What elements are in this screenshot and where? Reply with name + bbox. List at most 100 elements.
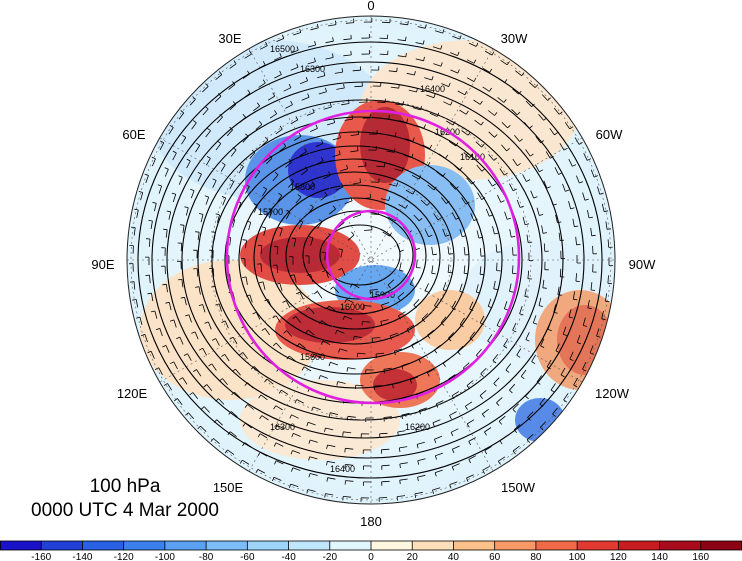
- wind-barb-flag: [543, 117, 547, 121]
- wind-barb: [295, 316, 302, 323]
- wind-barb: [332, 153, 341, 158]
- wind-barb: [488, 154, 495, 161]
- wind-barb-flag: [401, 414, 403, 419]
- wind-barb-flag: [423, 124, 426, 129]
- wind-barb: [354, 335, 363, 338]
- wind-barb: [355, 384, 364, 387]
- wind-barb: [307, 207, 314, 214]
- wind-barb: [575, 273, 577, 282]
- wind-barb: [285, 211, 291, 220]
- wind-barb: [276, 38, 284, 42]
- wind-barb-flag: [512, 188, 517, 192]
- wind-barb-flag: [262, 79, 266, 84]
- wind-barb: [541, 94, 548, 101]
- wind-barb-flag: [393, 148, 396, 153]
- colorbar-tick-label: -140: [72, 552, 92, 561]
- wind-barb-flag: [338, 248, 343, 251]
- wind-barb-flag: [546, 366, 551, 370]
- wind-barb: [260, 394, 268, 401]
- wind-barb: [289, 355, 296, 362]
- wind-barb: [450, 428, 459, 433]
- wind-barb-flag: [459, 324, 464, 328]
- wind-barb: [354, 85, 363, 88]
- wind-barb: [433, 213, 439, 221]
- wind-barb-flag: [239, 352, 244, 356]
- wind-barb-flag: [333, 118, 336, 123]
- wind-barb: [377, 101, 386, 103]
- wind-barb-flag: [278, 192, 283, 196]
- wind-barb: [310, 237, 314, 246]
- wind-barb: [553, 107, 560, 115]
- wind-barb-flag: [286, 355, 290, 360]
- wind-barb: [410, 376, 419, 381]
- wind-barb: [275, 442, 284, 447]
- wind-barb: [254, 171, 261, 179]
- wind-barb: [520, 369, 527, 377]
- wind-barb: [173, 361, 178, 370]
- wind-barb-flag: [305, 307, 310, 311]
- wind-barb: [525, 332, 530, 340]
- wind-barb: [344, 315, 353, 320]
- wind-barb-flag: [459, 35, 462, 40]
- wind-barb: [419, 407, 427, 411]
- wind-barb-flag: [304, 148, 307, 152]
- wind-barb: [327, 460, 336, 464]
- wind-barb: [308, 184, 315, 191]
- wind-barb: [380, 198, 389, 201]
- wind-barb-flag: [344, 299, 347, 303]
- wind-barb-flag: [207, 127, 211, 132]
- wind-barb: [496, 397, 503, 404]
- wind-barb-flag: [289, 483, 292, 489]
- wind-barb-flag: [183, 353, 188, 356]
- wind-barb: [205, 130, 211, 138]
- wind-barb: [345, 480, 354, 482]
- wind-barb: [287, 181, 294, 188]
- wind-barb: [550, 197, 554, 206]
- wind-barb-flag: [195, 231, 200, 233]
- wind-barb-flag: [552, 203, 557, 206]
- wind-barb-flag: [152, 202, 157, 204]
- wind-barb: [328, 305, 336, 312]
- wind-barb-flag: [491, 51, 495, 56]
- wind-barb: [173, 319, 177, 328]
- wind-barb: [293, 433, 301, 437]
- wind-barb: [202, 86, 209, 93]
- wind-barb-flag: [310, 204, 314, 208]
- wind-barb-flag: [192, 369, 197, 373]
- lon-label-180: 180: [360, 514, 382, 529]
- wind-barb: [401, 362, 410, 367]
- wind-barb: [498, 456, 506, 462]
- wind-barb-flag: [455, 217, 460, 220]
- wind-barb-flag: [540, 140, 544, 144]
- wind-barb-flag: [346, 367, 349, 372]
- wind-barb: [450, 52, 458, 56]
- wind-barb-flag: [517, 163, 521, 167]
- wind-barb-flag: [509, 389, 513, 394]
- colorbar-swatch: [535, 541, 578, 550]
- wind-barb: [218, 303, 222, 312]
- wind-barb: [325, 427, 334, 431]
- wind-barb: [328, 24, 337, 27]
- wind-barb: [231, 411, 238, 418]
- wind-barb: [397, 292, 405, 298]
- wind-barb: [274, 56, 282, 61]
- wind-barb-flag: [518, 90, 522, 95]
- wind-barb: [238, 166, 244, 174]
- wind-barb: [261, 139, 269, 146]
- colorbar-swatch: [288, 541, 331, 550]
- wind-barb-flag: [387, 284, 391, 289]
- wind-barb: [312, 406, 321, 411]
- wind-barb-flag: [292, 316, 296, 320]
- wind-barb-flag: [288, 83, 292, 88]
- wind-barb: [484, 50, 493, 56]
- wind-barb: [229, 181, 235, 189]
- wind-barb: [308, 307, 315, 314]
- wind-barb: [381, 464, 390, 467]
- wind-barb: [560, 367, 566, 376]
- wind-barb-flag: [180, 110, 185, 114]
- wind-barb-flag: [462, 235, 467, 238]
- wind-barb: [416, 259, 418, 268]
- wind-barb-flag: [172, 150, 177, 154]
- wind-barb-flag: [247, 89, 251, 94]
- wind-barb: [390, 86, 399, 89]
